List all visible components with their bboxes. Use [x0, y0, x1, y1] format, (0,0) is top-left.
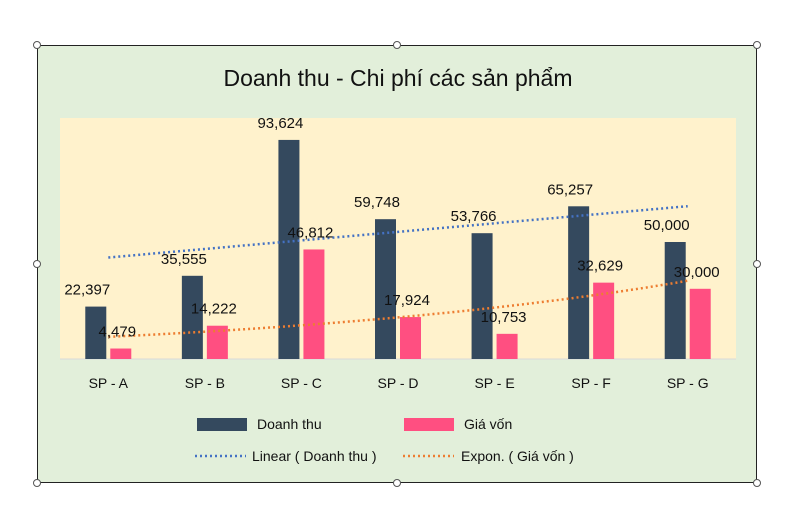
trendline-expon-gia-von: [108, 279, 688, 339]
data-labels-layer: 22,397 35,555 93,624 59,748 53,766 65,257 50,0…: [64, 115, 719, 341]
data-label-gia-von-sp-e: 10,753: [481, 309, 527, 326]
legend-label-doanh-thu: Doanh thu: [257, 416, 322, 432]
data-label-doanh-thu-sp-e: 53,766: [451, 208, 497, 225]
data-label-doanh-thu-sp-f: 65,257: [547, 181, 593, 198]
legend-label-expon-trend: Expon. ( Giá vốn ): [461, 448, 574, 464]
bar-doanh-thu-sp-d[interactable]: [375, 219, 396, 359]
bar-gia-von-sp-a[interactable]: [110, 348, 132, 359]
legend-label-gia-von: Giá vốn: [464, 416, 512, 432]
bar-gia-von-sp-d[interactable]: [400, 317, 421, 359]
chart-svg: Doanh thu - Chi phí các sản phẩm 22,397 3…: [60, 65, 736, 464]
x-tick-label-sp-g: SP - G: [667, 375, 709, 391]
x-tick-label-sp-c: SP - C: [281, 375, 322, 391]
data-label-gia-von-sp-c: 46,812: [287, 224, 333, 241]
resize-handle-bottom-center[interactable]: [393, 479, 401, 487]
bar-gia-von-sp-e[interactable]: [496, 333, 518, 359]
x-tick-labels-layer: SP - A SP - B SP - C SP - D SP - E SP - F SP -…: [89, 375, 709, 391]
chart-title: Doanh thu - Chi phí các sản phẩm: [223, 65, 572, 91]
resize-handle-top-center[interactable]: [393, 41, 401, 49]
bar-gia-von-sp-b[interactable]: [206, 325, 228, 359]
resize-handle-top-left[interactable]: [33, 41, 41, 49]
data-label-doanh-thu-sp-b: 35,555: [161, 251, 207, 268]
legend-label-linear-trend: Linear ( Doanh thu ): [252, 448, 377, 464]
legend-swatch-gia-von: [404, 418, 454, 431]
resize-handle-middle-right[interactable]: [753, 260, 761, 268]
data-label-gia-von-sp-b: 14,222: [191, 301, 237, 318]
bar-doanh-thu-sp-e[interactable]: [471, 233, 493, 359]
x-tick-label-sp-b: SP - B: [185, 375, 225, 391]
bar-doanh-thu-sp-c[interactable]: [278, 139, 300, 359]
bar-doanh-thu-sp-a[interactable]: [85, 306, 107, 359]
data-label-doanh-thu-sp-a: 22,397: [64, 282, 110, 299]
data-label-doanh-thu-sp-c: 93,624: [257, 115, 303, 132]
chart-area[interactable]: Doanh thu - Chi phí các sản phẩm 22,397 3…: [37, 45, 757, 483]
bar-doanh-thu-sp-b[interactable]: [181, 275, 203, 359]
x-tick-label-sp-a: SP - A: [89, 375, 129, 391]
bar-gia-von-sp-f[interactable]: [593, 282, 615, 359]
bar-doanh-thu-sp-g[interactable]: [664, 242, 686, 359]
data-label-gia-von-sp-a: 4,479: [99, 324, 137, 341]
resize-handle-bottom-left[interactable]: [33, 479, 41, 487]
bars-layer: [85, 139, 711, 359]
data-label-gia-von-sp-d: 17,924: [384, 292, 430, 309]
data-label-doanh-thu-sp-g: 50,000: [644, 217, 690, 234]
bar-doanh-thu-sp-f[interactable]: [568, 206, 590, 359]
x-tick-label-sp-e: SP - E: [474, 375, 514, 391]
x-tick-label-sp-f: SP - F: [571, 375, 610, 391]
resize-handle-bottom-right[interactable]: [753, 479, 761, 487]
data-label-gia-von-sp-f: 32,629: [577, 258, 623, 275]
resize-handle-middle-left[interactable]: [33, 260, 41, 268]
bar-gia-von-sp-g[interactable]: [689, 288, 711, 359]
plot-area: [60, 118, 736, 359]
legend: Doanh thu Giá vốn Linear ( Doanh thu ) E…: [195, 416, 574, 464]
trendlines-layer: [108, 204, 688, 339]
x-tick-label-sp-d: SP - D: [378, 375, 419, 391]
data-label-doanh-thu-sp-d: 59,748: [354, 194, 400, 211]
resize-handle-top-right[interactable]: [753, 41, 761, 49]
legend-swatch-doanh-thu: [197, 418, 247, 431]
trendline-linear-doanh-thu: [108, 204, 688, 259]
bar-gia-von-sp-c[interactable]: [303, 249, 325, 359]
data-label-gia-von-sp-g: 30,000: [674, 264, 720, 281]
